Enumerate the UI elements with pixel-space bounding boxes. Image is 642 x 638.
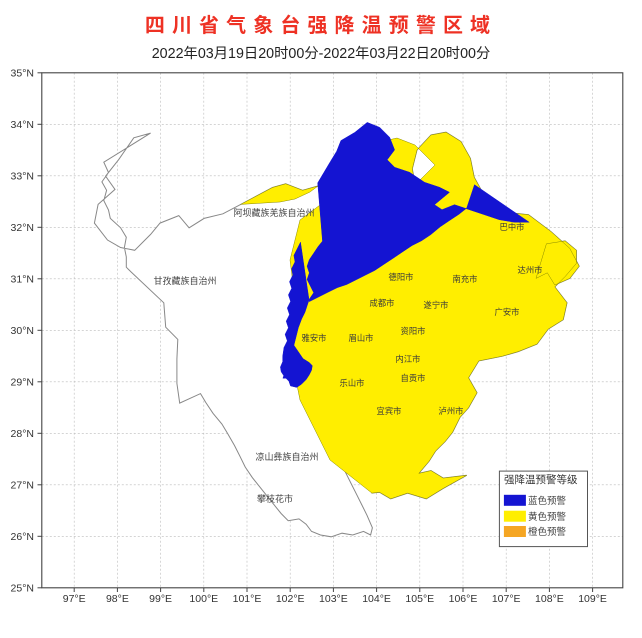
svg-text:泸州市: 泸州市: [439, 405, 464, 417]
svg-text:27°N: 27°N: [11, 479, 34, 491]
svg-text:强降温预警等级: 强降温预警等级: [504, 472, 578, 487]
svg-text:内江市: 内江市: [396, 353, 421, 365]
svg-text:109°E: 109°E: [578, 593, 607, 605]
svg-text:107°E: 107°E: [492, 593, 521, 605]
svg-text:97°E: 97°E: [63, 593, 86, 605]
svg-text:104°E: 104°E: [362, 593, 391, 605]
svg-text:103°E: 103°E: [319, 593, 348, 605]
svg-text:99°E: 99°E: [149, 593, 172, 605]
svg-text:29°N: 29°N: [11, 376, 34, 388]
svg-text:蓝色预警: 蓝色预警: [528, 493, 567, 507]
svg-text:眉山市: 眉山市: [349, 332, 374, 344]
svg-text:25°N: 25°N: [11, 582, 34, 594]
svg-text:成都市: 成都市: [370, 297, 395, 309]
svg-text:106°E: 106°E: [449, 593, 478, 605]
svg-text:德阳市: 德阳市: [389, 271, 414, 283]
svg-text:101°E: 101°E: [233, 593, 262, 605]
svg-text:巴中市: 巴中市: [500, 221, 525, 233]
svg-text:资阳市: 资阳市: [401, 325, 426, 337]
svg-text:31°N: 31°N: [11, 273, 34, 285]
svg-text:33°N: 33°N: [11, 170, 34, 182]
svg-text:凉山彝族自治州: 凉山彝族自治州: [255, 450, 318, 463]
svg-text:达州市: 达州市: [518, 264, 543, 276]
svg-text:26°N: 26°N: [11, 531, 34, 543]
svg-text:105°E: 105°E: [405, 593, 434, 605]
svg-text:100°E: 100°E: [189, 593, 218, 605]
svg-text:南充市: 南充市: [453, 273, 478, 285]
svg-text:35°N: 35°N: [11, 67, 34, 79]
svg-text:橙色预警: 橙色预警: [528, 524, 567, 538]
svg-text:32°N: 32°N: [11, 222, 34, 234]
svg-text:甘孜藏族自治州: 甘孜藏族自治州: [153, 274, 216, 287]
svg-text:遂宁市: 遂宁市: [424, 299, 449, 311]
svg-text:102°E: 102°E: [276, 593, 305, 605]
svg-text:自贡市: 自贡市: [401, 372, 426, 384]
svg-text:34°N: 34°N: [11, 119, 34, 131]
svg-text:108°E: 108°E: [535, 593, 564, 605]
svg-text:乐山市: 乐山市: [340, 377, 365, 389]
svg-text:阿坝藏族羌族自治州: 阿坝藏族羌族自治州: [233, 206, 314, 219]
svg-text:宜宾市: 宜宾市: [377, 405, 402, 417]
svg-text:98°E: 98°E: [106, 593, 129, 605]
svg-text:攀枝花市: 攀枝花市: [257, 492, 293, 505]
svg-text:黄色预警: 黄色预警: [528, 509, 567, 523]
svg-text:30°N: 30°N: [11, 325, 34, 337]
svg-text:广安市: 广安市: [495, 306, 520, 318]
svg-text:28°N: 28°N: [11, 428, 34, 440]
svg-text:雅安市: 雅安市: [302, 332, 327, 344]
